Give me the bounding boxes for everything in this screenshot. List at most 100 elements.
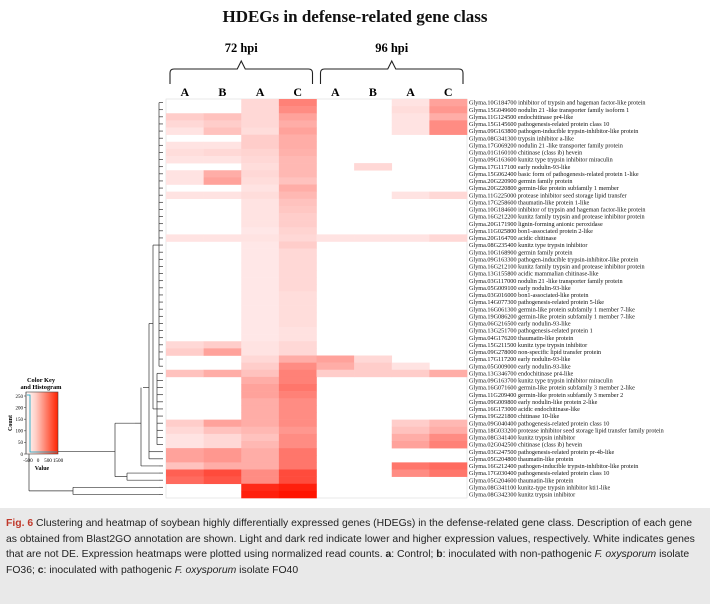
- heatmap-cell: [278, 412, 317, 420]
- heatmap-cell: [354, 163, 393, 171]
- heatmap-cell: [429, 426, 468, 435]
- heatmap-cell: [278, 198, 317, 207]
- heatmap-cell: [166, 141, 204, 150]
- heatmap-cell: [278, 270, 317, 278]
- heatmap-cell: [278, 391, 317, 399]
- heatmap-cell: [354, 369, 393, 378]
- heatmap-cell: [278, 348, 317, 356]
- heatmap-cell: [278, 241, 317, 249]
- heatmap-cell: [316, 234, 355, 242]
- heatmap-cell: [391, 426, 430, 435]
- heatmap-cell: [278, 462, 317, 470]
- row-label: Glyma.11G209400 germin-like protein subf…: [469, 392, 623, 399]
- heatmap-cell: [278, 448, 317, 456]
- heatmap-cell: [429, 106, 468, 114]
- heatmap-cell: [241, 305, 280, 314]
- heatmap-cell: [166, 448, 204, 456]
- heatmap-cell: [241, 448, 280, 456]
- heatmap-cell: [241, 419, 280, 428]
- color-key-xtick-label: 0: [37, 458, 40, 464]
- heatmap-cell: [391, 433, 430, 442]
- caption-label-c: c: [37, 564, 44, 576]
- row-label: Glyma.18G033200 protease inhibitor seed …: [469, 427, 664, 434]
- color-key-ylabel: Count: [8, 415, 14, 431]
- column-label: A: [331, 85, 340, 99]
- heatmap-cell: [241, 369, 280, 378]
- heatmap-cell: [278, 141, 317, 150]
- row-label: Glyma.17G117200 early nodulin-93-like: [469, 356, 571, 363]
- row-label: Glyma.17G258600 thaumatin-like protein 1…: [469, 199, 590, 206]
- caption-label-a: a: [385, 549, 392, 560]
- row-label: Glyma.08G342300 kunitz trypsin inhibitor: [469, 492, 575, 499]
- heatmap-cell: [278, 334, 317, 342]
- row-label: Glyma.10G184700 inhibitor of trypsin and…: [469, 100, 646, 107]
- heatmap-cell: [166, 177, 204, 185]
- heatmap-cell: [278, 305, 317, 314]
- heatmap-cell: [241, 148, 280, 157]
- row-label: Glyma.09G163600 kunitz type trypsin inhi…: [469, 157, 613, 164]
- heatmap-cell: [203, 369, 242, 378]
- heatmap-cell: [166, 455, 204, 463]
- heatmap-cell: [354, 355, 393, 363]
- row-label: Glyma.19G086200 germin-like protein subf…: [469, 313, 635, 320]
- heatmap-cell: [203, 341, 242, 349]
- color-key-xtick-label: -500: [23, 458, 33, 464]
- heatmap-cell: [241, 490, 280, 499]
- row-label: Glyma.16G212200 kunitz family trypsin an…: [469, 214, 645, 221]
- column-label: C: [444, 85, 453, 99]
- heatmap-cell: [391, 369, 430, 378]
- heatmap-cell: [241, 141, 280, 150]
- heatmap-cell: [278, 255, 317, 264]
- heatmap-cell: [278, 426, 317, 435]
- heatmap-cell: [203, 148, 242, 157]
- row-label: Glyma.03G117000 nodulin 21 -like transpo…: [469, 278, 623, 285]
- heatmap-cell: [278, 455, 317, 463]
- heatmap-cell: [278, 99, 317, 107]
- heatmap-cell: [278, 127, 317, 135]
- heatmap-cell: [241, 384, 280, 392]
- heatmap-cell: [391, 469, 430, 477]
- heatmap-cell: [278, 405, 317, 413]
- heatmap-cell: [278, 384, 317, 392]
- heatmap-cell: [316, 369, 355, 378]
- heatmap-cell: [391, 99, 430, 107]
- heatmap-cell: [241, 441, 280, 449]
- heatmap-cell: [391, 191, 430, 200]
- heatmap-cell: [429, 113, 468, 121]
- heatmap-cell: [391, 106, 430, 114]
- heatmap-cell: [241, 234, 280, 242]
- heatmap-cell: [391, 362, 430, 371]
- heatmap-cell: [241, 205, 280, 214]
- row-label: Glyma.09G163300 pathogen-inducible tryps…: [469, 256, 638, 263]
- heatmap-cell: [241, 227, 280, 235]
- heatmap-cell: [278, 433, 317, 442]
- heatmap-cell: [241, 255, 280, 264]
- heatmap-cell: [203, 462, 242, 470]
- heatmap-cell: [241, 120, 280, 128]
- heatmap-cell: [241, 284, 280, 292]
- heatmap-cell: [278, 298, 317, 306]
- heatmap-cell: [241, 106, 280, 114]
- row-label: Glyma.09G278000 non-specific lipid trans…: [469, 349, 601, 356]
- heatmap-cell: [278, 398, 317, 406]
- color-key-title: Color Key: [27, 377, 56, 384]
- heatmap-cell: [241, 241, 280, 249]
- color-key-ytick-label: 150: [16, 418, 24, 423]
- row-label: Glyma.17G030400 pathogenesis-related pro…: [469, 470, 609, 477]
- heatmap-cell: [278, 419, 317, 428]
- heatmap-cell: [203, 455, 242, 463]
- heatmap-cell: [278, 341, 317, 349]
- heatmap-cell: [203, 177, 242, 185]
- heatmap-cell: [241, 348, 280, 356]
- row-label: Glyma.17G069200 nodulin 21 -like transpo…: [469, 142, 623, 149]
- heatmap-cell: [241, 412, 280, 420]
- heatmap-cell: [241, 113, 280, 121]
- heatmap-cell: [429, 234, 468, 242]
- heatmap-cell: [203, 441, 242, 449]
- heatmap-cell: [278, 284, 317, 292]
- row-label: Glyma.05G009100 early nodulin-93-like: [469, 285, 571, 292]
- heatmap-cell: [278, 184, 317, 192]
- caption-text-c: : inoculated with pathogenic: [43, 564, 175, 576]
- heatmap-cell: [429, 369, 468, 378]
- heatmap-cell: [241, 327, 280, 335]
